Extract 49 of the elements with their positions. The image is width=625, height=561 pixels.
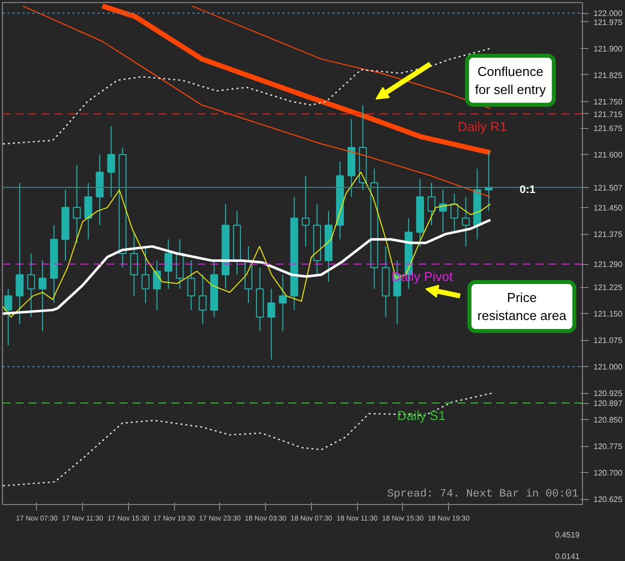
- candlestick: [38, 260, 46, 332]
- y-tick-label: 121.975: [594, 18, 623, 27]
- ref-line-label: Daily S1: [397, 408, 446, 424]
- y-tick-label: 120.625: [594, 495, 623, 504]
- candlestick: [187, 260, 196, 311]
- candlestick: [130, 232, 138, 296]
- y-tick-label: 121.375: [594, 230, 623, 240]
- y-tick-label: 120.775: [594, 442, 623, 452]
- y-tick-label: 121.715: [594, 110, 623, 119]
- ref-line-label: Daily R1: [458, 118, 507, 134]
- y-tick-label: 121.750: [594, 97, 623, 106]
- candlestick: [164, 238, 172, 290]
- y-tick-label: 120.700: [594, 468, 623, 478]
- candlestick: [462, 196, 470, 247]
- annotation: Confluence for sell entry: [475, 64, 546, 97]
- y-tick-label: 121.675: [594, 124, 623, 133]
- y-tick-label: 121.290: [594, 260, 623, 270]
- candlestick: [84, 182, 92, 240]
- candlestick: [107, 126, 116, 198]
- y-tick-label: 120.850: [594, 416, 623, 425]
- y-tick-label: 122.000: [594, 9, 623, 18]
- y-tick-label: 121.900: [594, 44, 623, 54]
- candlestick: [278, 274, 287, 332]
- candlestick: [198, 274, 207, 325]
- text: 0.4519: [555, 530, 580, 540]
- y-tick-label: 121.000: [594, 362, 623, 372]
- y-tick-label: 121.600: [594, 150, 623, 160]
- candlestick: [450, 192, 458, 233]
- candlestick: [27, 253, 36, 318]
- candlestick: [142, 246, 150, 304]
- candlestick: [428, 182, 436, 226]
- y-tick-label: 121.225: [594, 283, 623, 292]
- y-tick-label: 121.150: [594, 310, 623, 319]
- y-tick-label: 120.897: [594, 399, 623, 408]
- y-tick-label: 120.925: [594, 389, 623, 398]
- y-tick-label: 121.507: [594, 183, 623, 192]
- candlestick: [153, 260, 161, 311]
- candlestick: [4, 288, 12, 346]
- annotation: Spread: 74. Next Bar in 00:01: [387, 488, 579, 500]
- candlestick: [267, 288, 276, 360]
- text: 0.0141: [555, 552, 580, 561]
- candlestick: [72, 164, 81, 244]
- annotation: 0:1: [520, 184, 536, 196]
- candlestick: [16, 182, 24, 325]
- y-tick-label: 121.075: [594, 336, 623, 346]
- y-tick-label: 121.825: [594, 70, 623, 80]
- y-tick-label: 121.450: [594, 204, 623, 213]
- candlestick: [302, 175, 310, 247]
- annotation: Price resistance area: [477, 290, 568, 324]
